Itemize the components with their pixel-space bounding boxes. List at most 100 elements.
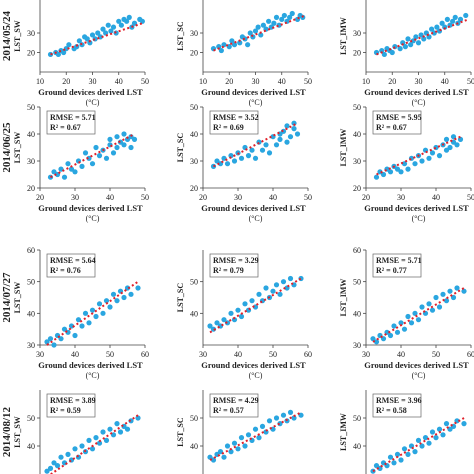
x-tick-label: 50: [467, 193, 474, 202]
data-point: [245, 153, 252, 159]
x-tick-label: 50: [141, 77, 149, 86]
data-point: [72, 446, 78, 452]
y-tick-label: 30: [353, 341, 361, 350]
data-point: [450, 134, 457, 140]
x-axis-label: Ground devices derived LST: [38, 87, 143, 97]
data-point: [263, 142, 269, 148]
y-tick-label: 30: [27, 341, 35, 350]
data-point: [86, 437, 92, 443]
y-tick-label: 50: [27, 414, 35, 423]
x-tick-label: 30: [71, 193, 79, 202]
x-axis-unit: (°C): [86, 98, 100, 107]
data-point: [426, 440, 432, 446]
data-point: [51, 460, 57, 466]
data-point: [79, 443, 85, 449]
data-point: [450, 18, 456, 24]
data-point: [238, 155, 245, 161]
y-tick-label: 20: [27, 184, 35, 193]
x-tick-label: 50: [141, 193, 149, 202]
y-tick-label: 40: [27, 442, 35, 451]
data-point: [79, 323, 85, 329]
data-point: [415, 40, 422, 46]
data-point: [72, 332, 78, 339]
data-point: [440, 291, 446, 297]
data-point: [287, 275, 294, 282]
x-tick-label: 30: [36, 350, 44, 359]
y-axis-label: LST_SW: [13, 416, 22, 448]
data-point: [114, 134, 120, 140]
data-point: [419, 158, 425, 164]
data-point: [380, 171, 387, 178]
data-point: [289, 10, 295, 17]
data-point: [429, 26, 435, 32]
data-point: [79, 163, 85, 169]
x-axis-unit: (°C): [412, 214, 426, 223]
data-point: [93, 313, 99, 320]
y-axis-label: LST_SC: [176, 283, 185, 313]
data-point: [51, 342, 57, 348]
data-point: [92, 36, 98, 42]
y-tick-label: 60: [353, 246, 361, 255]
stats-box: [46, 393, 96, 418]
data-point: [105, 22, 111, 28]
data-point: [96, 301, 103, 307]
data-point: [280, 279, 287, 285]
data-point: [103, 298, 110, 304]
data-point: [273, 282, 280, 288]
data-point: [418, 32, 424, 38]
x-axis-label: Ground devices derived LST: [38, 203, 143, 213]
x-axis-unit: (°C): [86, 371, 100, 380]
data-point: [47, 465, 54, 471]
data-point: [82, 150, 89, 156]
y-tick-label: 30: [353, 157, 361, 166]
y-axis-label: LST_SC: [176, 133, 185, 163]
data-point: [214, 320, 220, 326]
data-point: [231, 158, 238, 164]
row-date-label: 2014/05/24: [1, 10, 13, 61]
data-point: [255, 24, 261, 30]
data-point: [114, 421, 120, 427]
data-point: [426, 301, 432, 307]
x-tick-label: 20: [62, 77, 70, 86]
x-tick-label: 40: [234, 350, 242, 359]
data-point: [118, 22, 124, 28]
regression-line: [376, 18, 469, 56]
data-point: [381, 51, 387, 58]
data-point: [68, 323, 75, 329]
regression-line: [49, 414, 139, 474]
data-point: [444, 16, 450, 22]
data-point: [415, 437, 422, 443]
data-point: [447, 288, 453, 294]
data-point: [210, 457, 217, 463]
data-point: [405, 313, 411, 320]
data-point: [387, 454, 394, 460]
data-point: [447, 144, 453, 151]
y-axis-label: LST_IMW: [339, 17, 348, 55]
x-tick-label: 20: [36, 193, 44, 202]
row-date-label: 2014/06/25: [1, 122, 13, 173]
y-tick-label: 30: [190, 157, 198, 166]
y-tick-label: 50: [27, 103, 35, 112]
y-axis-label: LST_IMW: [339, 413, 348, 451]
data-point: [107, 426, 113, 432]
y-tick-label: 50: [190, 414, 198, 423]
x-axis-unit: (°C): [249, 371, 263, 380]
scatter-panel: 20 30 10 20 30 40 50 LST_SC Ground devices deriv…: [176, 0, 312, 107]
data-point: [436, 153, 443, 159]
data-point: [86, 320, 92, 326]
data-point: [65, 161, 71, 167]
data-point: [443, 147, 450, 153]
data-point: [415, 317, 422, 323]
data-point: [287, 14, 293, 20]
x-tick-label: 10: [362, 77, 370, 86]
data-point: [429, 307, 436, 313]
x-tick-label: 40: [71, 350, 79, 359]
data-point: [401, 446, 408, 452]
data-point: [398, 320, 404, 326]
x-axis-unit: (°C): [412, 98, 426, 107]
data-point: [65, 451, 71, 457]
rmse-label: RMSE = 3.52: [213, 113, 259, 122]
